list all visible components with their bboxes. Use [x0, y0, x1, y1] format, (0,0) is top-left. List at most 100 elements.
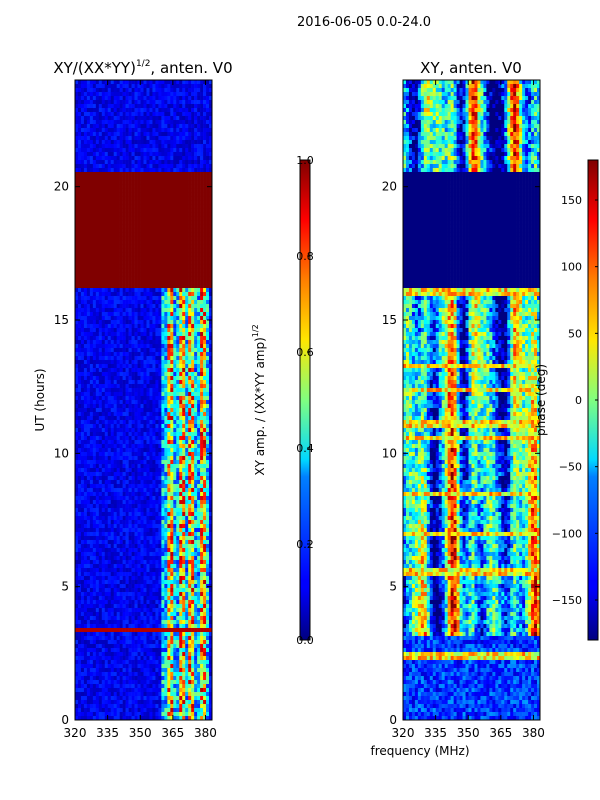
amplitude-heatmap-cell — [131, 424, 135, 429]
amplitude-heatmap-cell — [107, 276, 112, 281]
amplitude-heatmap-cell — [110, 452, 115, 457]
amplitude-heatmap-cell — [164, 460, 168, 465]
amplitude-heatmap-cell — [75, 304, 79, 309]
amplitude-heatmap-cell — [75, 260, 79, 265]
amplitude-heatmap-cell — [179, 416, 183, 421]
amplitude-heatmap-cell — [188, 452, 192, 457]
amplitude-heatmap-row — [75, 224, 213, 229]
amplitude-heatmap-cell — [197, 468, 201, 473]
amplitude-heatmap-cell — [209, 364, 213, 369]
amplitude-heatmap-cell — [182, 272, 186, 277]
amplitude-heatmap-cell — [95, 260, 100, 265]
amplitude-heatmap-cell — [143, 328, 147, 333]
amplitude-heatmap-cell — [200, 96, 204, 101]
amplitude-heatmap-cell — [80, 428, 85, 433]
amplitude-heatmap-cell — [113, 220, 117, 225]
amplitude-heatmap-cell — [119, 316, 123, 321]
amplitude-heatmap-cell — [203, 420, 207, 425]
amplitude-heatmap-cell — [173, 176, 177, 181]
amplitude-heatmap-cell — [149, 184, 153, 189]
amplitude-heatmap-cell — [161, 300, 165, 305]
amplitude-heatmap-cell — [167, 80, 171, 85]
amplitude-heatmap-cell — [203, 232, 207, 237]
amplitude-heatmap-cell — [185, 176, 189, 181]
amplitude-heatmap-cell — [83, 456, 88, 461]
amplitude-heatmap-cell — [113, 120, 117, 125]
amplitude-heatmap-cell — [80, 500, 85, 505]
amplitude-heatmap-cell — [89, 148, 94, 153]
amplitude-heatmap-cell — [167, 412, 171, 417]
amplitude-heatmap-cell — [125, 308, 129, 313]
amplitude-heatmap-cell — [188, 404, 192, 409]
amplitude-heatmap-cell — [149, 160, 153, 165]
amplitude-heatmap-cell — [161, 212, 165, 217]
amplitude-heatmap-cell — [77, 192, 82, 197]
amplitude-heatmap-cell — [203, 148, 207, 153]
amplitude-heatmap-cell — [170, 120, 174, 125]
amplitude-heatmap-cell — [203, 476, 207, 481]
amplitude-heatmap-cell — [146, 84, 150, 89]
amplitude-heatmap-cell — [200, 396, 204, 401]
amplitude-heatmap-cell — [176, 172, 180, 177]
amplitude-heatmap-cell — [209, 464, 213, 469]
amplitude-heatmap-cell — [125, 100, 129, 105]
amplitude-heatmap-cell — [203, 436, 207, 441]
amplitude-heatmap-cell — [140, 312, 144, 317]
amplitude-heatmap-cell — [194, 152, 198, 157]
amplitude-heatmap-cell — [164, 392, 168, 397]
amplitude-heatmap-cell — [158, 248, 162, 253]
amplitude-heatmap-cell — [125, 440, 129, 445]
amplitude-heatmap-cell — [188, 368, 192, 373]
amplitude-heatmap-cell — [188, 428, 192, 433]
amplitude-heatmap-cell — [83, 168, 88, 173]
amplitude-heatmap-cell — [200, 444, 204, 449]
amplitude-heatmap-cell — [155, 500, 159, 505]
amplitude-heatmap-row — [75, 144, 213, 149]
amplitude-heatmap-cell — [158, 276, 162, 281]
amplitude-heatmap-cell — [149, 404, 153, 409]
amplitude-heatmap-cell — [122, 164, 126, 169]
amplitude-heatmap-cell — [179, 164, 183, 169]
amplitude-heatmap-cell — [128, 312, 132, 317]
amplitude-heatmap-cell — [125, 300, 129, 305]
amplitude-heatmap-cell — [155, 140, 159, 145]
amplitude-heatmap-cell — [113, 460, 117, 465]
amplitude-heatmap-cell — [119, 436, 123, 441]
amplitude-heatmap-cell — [182, 396, 186, 401]
amplitude-heatmap-cell — [188, 140, 192, 145]
amplitude-heatmap-cell — [131, 192, 135, 197]
amplitude-heatmap-cell — [86, 252, 91, 257]
amplitude-heatmap-cell — [143, 200, 147, 205]
amplitude-heatmap-cell — [110, 380, 115, 385]
amplitude-heatmap-cell — [161, 196, 165, 201]
amplitude-heatmap-cell — [131, 420, 135, 425]
amplitude-heatmap-cell — [125, 196, 129, 201]
amplitude-heatmap-cell — [75, 224, 79, 229]
amplitude-heatmap-cell — [131, 312, 135, 317]
amplitude-heatmap-cell — [92, 376, 97, 381]
amplitude-heatmap-cell — [95, 324, 100, 329]
amplitude-heatmap-cell — [200, 464, 204, 469]
amplitude-heatmap-cell — [137, 312, 141, 317]
amplitude-heatmap-cell — [107, 336, 112, 341]
amplitude-heatmap-cell — [158, 84, 162, 89]
amplitude-heatmap-cell — [131, 300, 135, 305]
amplitude-panel: XY/(XX*YY)1/2, anten. V0 320 335 350 365 380… — [33, 59, 233, 740]
amplitude-heatmap-cell — [191, 304, 195, 309]
amplitude-heatmap-cell — [110, 420, 115, 425]
amplitude-heatmap-cell — [116, 80, 120, 85]
amplitude-heatmap-cell — [200, 320, 204, 325]
amplitude-heatmap-cell — [146, 280, 150, 285]
amplitude-heatmap-cell — [197, 488, 201, 493]
amplitude-heatmap-cell — [131, 348, 135, 353]
amplitude-heatmap-cell — [110, 156, 115, 161]
amplitude-heatmap-cell — [143, 440, 147, 445]
amplitude-heatmap-cell — [191, 484, 195, 489]
amplitude-heatmap-cell — [83, 136, 88, 141]
amplitude-heatmap-cell — [89, 360, 94, 365]
amplitude-heatmap-cell — [197, 104, 201, 109]
amplitude-heatmap-cell — [134, 276, 138, 281]
amplitude-heatmap-cell — [158, 400, 162, 405]
amplitude-heatmap-cell — [104, 408, 109, 413]
amplitude-heatmap-cell — [116, 320, 120, 325]
